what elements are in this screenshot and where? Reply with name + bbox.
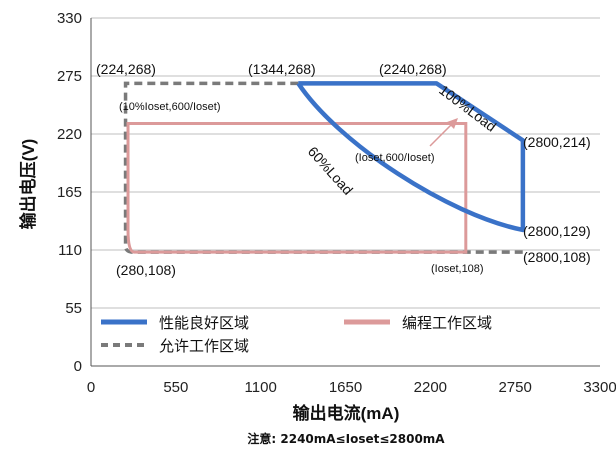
y-tick-label-55: 55 [65, 300, 82, 317]
legend-label-allowed-region: 允许工作区域 [159, 337, 249, 355]
legend-label-good-region: 性能良好区域 [159, 314, 249, 332]
x-tick-label-2200: 2200 [414, 379, 447, 396]
y-axis-title: 输出电压(V) [18, 139, 38, 230]
x-tick-label-2750: 2750 [498, 379, 531, 396]
annotation-100pct-load: 100%Load [436, 82, 499, 135]
annotation-2800-129: (2800,129) [523, 223, 591, 239]
axes [90, 18, 600, 367]
series-layer [123, 81, 526, 254]
annotation-60pct-load: 60%Load [305, 143, 356, 198]
annotation-arrow-line [429, 123, 453, 147]
y-tick-label-220: 220 [57, 126, 82, 143]
y-tick-label-0: 0 [74, 358, 82, 375]
series-allowed-region-line [123, 81, 523, 254]
y-tick-label-275: 275 [57, 68, 82, 85]
y-tick-label-165: 165 [57, 184, 82, 201]
annotation-1344-268: (1344,268) [248, 61, 316, 77]
legend: 性能良好区域 编程工作区域 允许工作区域 [101, 314, 492, 355]
annotation-280-108: (280,108) [116, 262, 176, 278]
annotation-ioset-108: (Ioset,108) [431, 263, 484, 275]
annotation-ioset-600: (Ioset,600/Ioset) [355, 152, 435, 164]
y-tick-label-330: 330 [57, 10, 82, 27]
x-tick-label-1650: 1650 [329, 379, 362, 396]
x-tick-label-550: 550 [163, 379, 188, 396]
x-tick-label-1100: 1100 [245, 379, 277, 396]
footnote: 注意: 2240mA≤Ioset≤2800mA [247, 431, 445, 446]
annotations: (224,268) (1344,268) (2240,268) (2800,21… [96, 61, 591, 278]
series-good-region-line [296, 81, 526, 233]
annotation-10pct-ioset: (10%Ioset,600/Ioset) [119, 101, 221, 113]
annotation-arrow-head [447, 118, 458, 129]
series-programmed-region-line [126, 121, 468, 254]
x-axis-title: 输出电流(mA) [293, 403, 400, 423]
x-tick-label-3300: 3300 [583, 379, 616, 396]
annotation-2800-214: (2800,214) [523, 134, 591, 150]
y-tick-label-110: 110 [58, 242, 82, 259]
x-tick-label-0: 0 [87, 379, 95, 396]
annotation-2800-108: (2800,108) [523, 249, 591, 265]
legend-label-programmed-region: 编程工作区域 [402, 314, 492, 332]
annotation-224-268: (224,268) [96, 61, 156, 77]
annotation-2240-268: (2240,268) [379, 61, 447, 77]
